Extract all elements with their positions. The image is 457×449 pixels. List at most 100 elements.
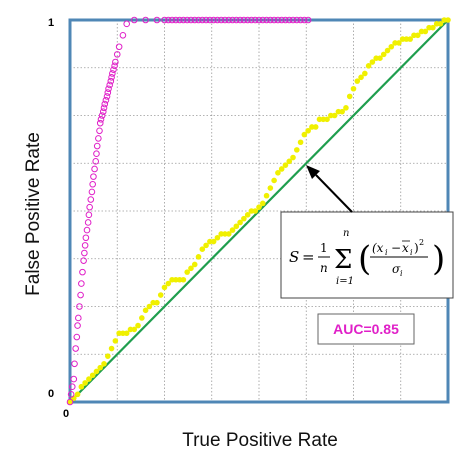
yellow-data-point bbox=[263, 192, 270, 199]
yellow-data-point bbox=[297, 139, 304, 146]
yellow-data-point bbox=[396, 40, 402, 46]
y-axis-label: False Positive Rate bbox=[23, 132, 44, 296]
yellow-data-point bbox=[93, 368, 100, 375]
magenta-data-point bbox=[102, 96, 110, 104]
yellow-data-point bbox=[214, 234, 221, 241]
magenta-data-point bbox=[202, 16, 210, 24]
yellow-data-point bbox=[267, 185, 274, 191]
yellow-data-point bbox=[354, 78, 361, 84]
yellow-data-point bbox=[108, 345, 115, 352]
magenta-data-point bbox=[251, 16, 259, 24]
auc-label: AUC=0.85 bbox=[333, 321, 399, 337]
magenta-data-point bbox=[78, 280, 85, 287]
magenta-data-point bbox=[248, 16, 255, 24]
yellow-data-point bbox=[331, 112, 338, 119]
yellow-data-point bbox=[407, 36, 414, 42]
magenta-data-point bbox=[187, 16, 195, 24]
yellow-data-point bbox=[225, 231, 232, 237]
svg-text:i=1: i=1 bbox=[336, 276, 354, 287]
svg-text:): ) bbox=[432, 239, 445, 279]
svg-text:i: i bbox=[385, 248, 388, 257]
magenta-data-point bbox=[172, 16, 180, 24]
magenta-data-point bbox=[233, 16, 240, 24]
magenta-data-point bbox=[85, 211, 93, 219]
yellow-data-point bbox=[89, 372, 96, 379]
magenta-data-point bbox=[244, 16, 251, 24]
magenta-data-point bbox=[229, 16, 236, 24]
yellow-data-point bbox=[445, 17, 451, 23]
magenta-data-point bbox=[153, 16, 161, 24]
magenta-data-point bbox=[110, 66, 117, 73]
svg-text:1: 1 bbox=[320, 241, 328, 255]
svg-text:−: − bbox=[391, 241, 401, 255]
magenta-data-point bbox=[68, 383, 76, 391]
magenta-data-point bbox=[109, 70, 116, 77]
magenta-data-point bbox=[92, 158, 100, 165]
magenta-data-point bbox=[217, 16, 225, 24]
magenta-data-point bbox=[195, 16, 202, 24]
svg-text:i: i bbox=[400, 269, 403, 278]
magenta-data-point bbox=[107, 77, 115, 85]
magenta-data-point bbox=[98, 112, 106, 119]
magenta-data-point bbox=[66, 398, 74, 406]
x-axis-label: True Positive Rate bbox=[182, 430, 338, 449]
yellow-data-point bbox=[388, 43, 395, 50]
magenta-data-point bbox=[267, 16, 274, 24]
svg-text:(: ( bbox=[358, 239, 371, 279]
magenta-data-point bbox=[101, 100, 109, 108]
yellow-data-point bbox=[430, 24, 436, 31]
yellow-data-point bbox=[161, 284, 168, 291]
yellow-data-point bbox=[380, 51, 387, 58]
svg-text:): ) bbox=[414, 241, 419, 255]
yellow-data-point bbox=[414, 32, 421, 39]
magenta-data-point bbox=[97, 116, 105, 123]
yellow-data-point bbox=[275, 170, 281, 176]
plot-frame bbox=[68, 18, 450, 404]
magenta-data-point bbox=[74, 322, 81, 329]
yellow-data-point bbox=[78, 383, 85, 390]
svg-text:n: n bbox=[343, 228, 349, 239]
magenta-data-point bbox=[105, 85, 112, 93]
magenta-data-point bbox=[199, 16, 206, 24]
magenta-data-point bbox=[255, 16, 263, 24]
magenta-data-point bbox=[90, 173, 97, 180]
yellow-data-point bbox=[180, 276, 187, 283]
magenta-data-point bbox=[84, 219, 92, 226]
yellow-data-point bbox=[188, 265, 194, 272]
magenta-data-point bbox=[106, 81, 113, 89]
yellow-data-point bbox=[437, 21, 444, 27]
magenta-data-point bbox=[278, 16, 285, 24]
yellow-data-point bbox=[271, 177, 277, 184]
magenta-data-point bbox=[89, 180, 96, 188]
svg-text:n: n bbox=[320, 261, 328, 275]
yellow-data-point bbox=[123, 330, 130, 337]
magenta-data-point bbox=[221, 16, 229, 24]
magenta-data-point bbox=[304, 16, 312, 24]
magenta-data-point bbox=[176, 16, 183, 24]
series-magenta-points bbox=[66, 16, 312, 406]
yellow-data-point bbox=[286, 158, 293, 165]
yellow-data-point bbox=[139, 315, 145, 321]
magenta-data-point bbox=[67, 391, 75, 398]
yellow-data-point bbox=[146, 303, 153, 310]
yellow-data-point bbox=[97, 364, 104, 371]
yellow-data-point bbox=[74, 391, 81, 398]
magenta-data-point bbox=[104, 89, 112, 96]
yellow-data-point bbox=[346, 93, 353, 100]
magenta-data-point bbox=[82, 234, 90, 242]
magenta-data-point bbox=[96, 119, 104, 127]
magenta-data-point bbox=[206, 16, 214, 24]
magenta-data-point bbox=[72, 345, 79, 352]
yellow-data-point bbox=[82, 380, 88, 386]
yellow-data-point bbox=[305, 127, 311, 134]
magenta-data-point bbox=[289, 16, 297, 24]
magenta-data-point bbox=[115, 43, 123, 51]
magenta-data-point bbox=[130, 16, 138, 24]
magenta-data-point bbox=[259, 16, 267, 24]
yellow-data-point bbox=[165, 280, 172, 287]
magenta-data-point bbox=[95, 135, 102, 142]
yellow-data-point bbox=[343, 105, 349, 111]
magenta-data-point bbox=[285, 16, 293, 24]
yellow-data-point bbox=[339, 108, 345, 115]
yellow-data-point bbox=[112, 338, 119, 344]
